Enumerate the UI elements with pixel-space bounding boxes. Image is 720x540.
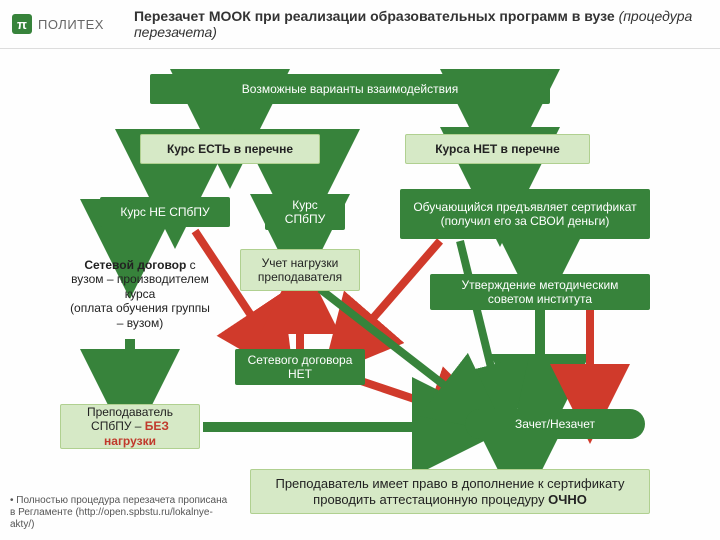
page-title: Перезачет МООК при реализации образовате… bbox=[134, 8, 708, 40]
node-spbpu: Курс СПбПУ bbox=[265, 194, 345, 230]
node-not-spbpu: Курс НЕ СПбПУ bbox=[100, 197, 230, 227]
title-main: Перезачет МООК при реализации образовате… bbox=[134, 8, 619, 24]
node-certificate: Обучающийся предъявляет сертификат (полу… bbox=[400, 189, 650, 239]
flowchart-canvas: Возможные варианты взаимодействия Курс Е… bbox=[0, 49, 720, 539]
node-load-accounting: Учет нагрузки преподавателя bbox=[240, 249, 360, 291]
logo-icon: π bbox=[12, 14, 32, 34]
node-teacher-no-load: Преподаватель СПбПУ – БЕЗ нагрузки bbox=[60, 404, 200, 449]
node-approval: Утверждение методическим советом институ… bbox=[430, 274, 650, 310]
node-course-yes: Курс ЕСТЬ в перечне bbox=[140, 134, 320, 164]
node-network-contract: Сетевой договор с вузом – производителем… bbox=[60, 249, 220, 339]
node-top: Возможные варианты взаимодействия bbox=[150, 74, 550, 104]
node-pass-fail: Зачет/Незачет bbox=[465, 409, 645, 439]
teacher-rights-bold: ОЧНО bbox=[548, 492, 587, 507]
logo-text: ПОЛИТЕХ bbox=[38, 17, 104, 32]
node-teacher-rights: Преподаватель имеет право в дополнение к… bbox=[250, 469, 650, 514]
node-course-no: Курса НЕТ в перечне bbox=[405, 134, 590, 164]
node-no-contract: Сетевого договора НЕТ bbox=[235, 349, 365, 385]
logo: π ПОЛИТЕХ bbox=[12, 14, 104, 34]
network-contract-bold: Сетевой договор bbox=[84, 258, 186, 272]
footer-note: Полностью процедура перезачета прописана… bbox=[10, 495, 230, 531]
